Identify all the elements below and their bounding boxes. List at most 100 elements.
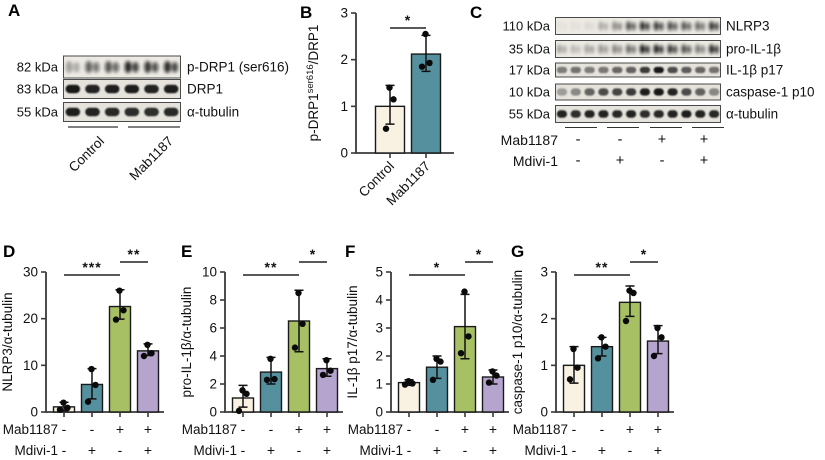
blot-band [65, 107, 81, 117]
y-tick-label: 1 [540, 358, 548, 373]
blot-band [612, 66, 623, 73]
data-point [602, 343, 609, 350]
treatment-value: + [699, 153, 709, 169]
blot-band [570, 110, 581, 118]
blot-membrane [63, 102, 181, 122]
blot-band [626, 44, 636, 54]
data-point [489, 368, 496, 375]
sig-label: * [434, 259, 440, 275]
bar [108, 305, 132, 413]
blot-band [612, 110, 623, 118]
treatment-value: + [699, 132, 709, 148]
protein-label: α-tubulin [726, 106, 779, 122]
panel-d-label: D [3, 242, 16, 261]
treatment-row: Mdivi-1 - + - + [460, 152, 825, 170]
blot-band [681, 66, 692, 73]
blot-row: 17 kDa IL-1β p17 [460, 62, 825, 77]
blot-membrane [63, 79, 181, 99]
treatment-value: - [628, 442, 633, 458]
blot-image [63, 102, 181, 122]
y-tick-label: 0 [340, 146, 348, 161]
data-point [84, 398, 92, 405]
protein-label: NLRP3 [726, 18, 770, 34]
blot-band [612, 21, 623, 31]
data-point [465, 333, 472, 340]
treatment-value: + [144, 421, 152, 437]
blot-image [555, 83, 721, 100]
blot-band [584, 110, 595, 118]
blot-band [556, 44, 567, 54]
blot-band [104, 84, 120, 94]
group-label: Control [66, 134, 107, 175]
mw-label: 82 kDa [16, 59, 58, 74]
blot-band [163, 84, 179, 94]
treatment-value: + [116, 421, 124, 437]
y-axis-label: pro-IL-1β/α-tubulin [179, 287, 194, 398]
group-underline [650, 127, 682, 128]
protein-label: IL-1β p17 [726, 62, 784, 77]
bar [136, 350, 160, 413]
blot-band [570, 66, 581, 73]
blot-band [667, 44, 678, 54]
blot-band [124, 60, 139, 73]
data-point [263, 376, 271, 383]
blot-membrane [555, 62, 721, 77]
panel-c-label: C [470, 3, 483, 22]
data-point [92, 381, 99, 389]
data-point [60, 399, 67, 406]
blot-image [555, 40, 721, 58]
blot-band [639, 66, 651, 73]
blot-band [653, 21, 664, 31]
data-point [319, 371, 327, 379]
data-point [574, 364, 581, 371]
sig-label: *** [82, 259, 101, 275]
treatment-name: Mab1187 [348, 422, 403, 437]
blot-membrane [555, 40, 721, 58]
mw-label: 83 kDa [16, 81, 58, 97]
data-point [88, 365, 95, 373]
treatment-value: + [461, 421, 469, 437]
blot-row: 35 kDa pro-IL-1β [460, 40, 825, 58]
blot-image [555, 17, 721, 35]
blot-band [681, 21, 692, 31]
panel-f-label: F [345, 242, 356, 261]
blot-band [667, 110, 678, 118]
data-point [140, 352, 148, 360]
blot-band [708, 110, 720, 118]
treatment-value: - [572, 442, 577, 458]
data-point [485, 379, 493, 386]
blot-image [555, 105, 721, 123]
data-point [271, 375, 278, 383]
panel-e-label: E [181, 242, 193, 261]
blot-band [709, 44, 719, 54]
treatment-value: - [62, 442, 67, 458]
bar [397, 381, 421, 413]
y-tick-label: 8 [209, 293, 217, 308]
treatment-value: - [600, 421, 605, 437]
blot-band [653, 66, 664, 73]
y-tick-label: 2 [209, 377, 217, 392]
blot-image [555, 62, 721, 77]
blot-band [612, 87, 623, 96]
treatment-value: - [241, 421, 246, 437]
data-point [120, 307, 127, 314]
blot-band [85, 107, 100, 117]
blot-band [124, 107, 140, 117]
y-tick-label: 10 [23, 358, 38, 373]
group-labels: Control Mab1187 [66, 126, 180, 183]
data-point [654, 324, 661, 332]
blot-band [708, 87, 720, 96]
panel-a: 82 kDa p-DRP1 (ser616) 83 kDa DRP1 55 kD… [0, 0, 300, 235]
y-tick-label: 3 [340, 6, 348, 21]
y-tick-label: 3 [375, 321, 383, 336]
blot-band [556, 87, 568, 96]
data-point [422, 30, 429, 38]
blot-band [695, 44, 706, 54]
blot-band [625, 87, 637, 96]
y-axis-label: NLRP3/α-tubulin [0, 292, 15, 391]
blot-band [681, 110, 692, 118]
data-point [622, 317, 630, 325]
blot-membrane [63, 55, 181, 78]
